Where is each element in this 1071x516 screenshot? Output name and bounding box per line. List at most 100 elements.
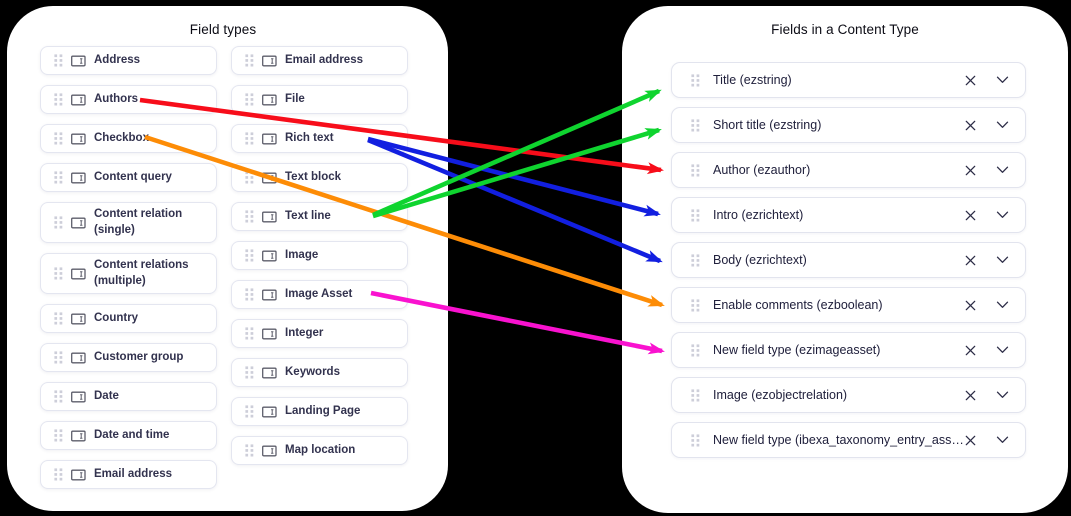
drag-handle-icon[interactable]	[691, 208, 700, 222]
field-input-icon	[71, 55, 86, 67]
content-type-field-row[interactable]: Body (ezrichtext)	[671, 242, 1026, 278]
drag-handle-icon[interactable]	[245, 249, 254, 262]
field-type-label: Content relations (multiple)	[94, 259, 189, 287]
chevron-down-icon[interactable]	[996, 391, 1009, 399]
drag-handle-icon[interactable]	[245, 405, 254, 418]
drag-handle-icon[interactable]	[54, 267, 63, 280]
close-icon[interactable]	[964, 344, 977, 357]
field-type-item[interactable]: Rich text	[231, 124, 408, 153]
field-type-item[interactable]: Keywords	[231, 358, 408, 387]
field-type-label: Address	[94, 53, 141, 66]
content-type-field-row[interactable]: New field type (ibexa_taxonomy_entry_ass…	[671, 422, 1026, 458]
drag-handle-icon[interactable]	[691, 298, 700, 312]
chevron-down-icon[interactable]	[996, 436, 1009, 444]
field-type-item[interactable]: Authors	[40, 85, 217, 114]
content-type-field-row[interactable]: Title (ezstring)	[671, 62, 1026, 98]
drag-handle-icon[interactable]	[245, 327, 254, 340]
drag-handle-icon[interactable]	[691, 253, 700, 267]
field-type-item[interactable]: Image	[231, 241, 408, 270]
content-type-field-row[interactable]: Short title (ezstring)	[671, 107, 1026, 143]
chevron-down-icon[interactable]	[996, 121, 1009, 129]
drag-handle-icon[interactable]	[54, 429, 63, 442]
close-icon[interactable]	[964, 209, 977, 222]
content-type-field-row[interactable]: Author (ezauthor)	[671, 152, 1026, 188]
content-type-field-list: Title (ezstring) Short title (ezstring) Au…	[671, 62, 1026, 458]
field-type-item[interactable]: Date and time	[40, 421, 217, 451]
field-type-label: Map location	[285, 443, 356, 456]
field-type-item[interactable]: Image Asset	[231, 280, 408, 309]
field-input-icon	[262, 55, 277, 67]
field-type-item[interactable]: Map location	[231, 436, 408, 465]
close-icon[interactable]	[964, 74, 977, 87]
close-icon[interactable]	[964, 254, 977, 267]
close-icon[interactable]	[964, 164, 977, 177]
field-type-item[interactable]: Country	[40, 304, 217, 334]
drag-handle-icon[interactable]	[54, 351, 63, 364]
drag-handle-icon[interactable]	[245, 210, 254, 223]
field-type-item[interactable]: Email address	[40, 460, 217, 490]
field-type-item[interactable]: Text block	[231, 163, 408, 192]
field-type-label: Date and time	[94, 428, 170, 441]
drag-handle-icon[interactable]	[691, 118, 700, 132]
field-input-icon	[71, 268, 86, 280]
field-type-item[interactable]: Content relations (multiple)	[40, 253, 217, 295]
field-type-item[interactable]: Text line	[231, 202, 408, 231]
drag-handle-icon[interactable]	[245, 171, 254, 184]
field-type-item[interactable]: Landing Page	[231, 397, 408, 426]
field-type-item[interactable]: Content query	[40, 163, 217, 192]
field-input-icon	[71, 391, 86, 403]
content-type-field-row[interactable]: Image (ezobjectrelation)	[671, 377, 1026, 413]
drag-handle-icon[interactable]	[54, 93, 63, 106]
field-type-item[interactable]: Address	[40, 46, 217, 75]
drag-handle-icon[interactable]	[691, 388, 700, 402]
content-type-field-row[interactable]: Enable comments (ezboolean)	[671, 287, 1026, 323]
drag-handle-icon[interactable]	[245, 132, 254, 145]
field-input-icon	[262, 211, 277, 223]
drag-handle-icon[interactable]	[54, 312, 63, 325]
field-type-item[interactable]: File	[231, 85, 408, 114]
chevron-down-icon[interactable]	[996, 166, 1009, 174]
drag-handle-icon[interactable]	[54, 54, 63, 67]
content-type-field-label: Short title (ezstring)	[713, 118, 822, 132]
field-input-icon	[71, 352, 86, 364]
field-type-item[interactable]: Content relation (single)	[40, 202, 217, 244]
field-input-icon	[262, 367, 277, 379]
chevron-down-icon[interactable]	[996, 346, 1009, 354]
drag-handle-icon[interactable]	[245, 288, 254, 301]
field-type-label: Email address	[94, 467, 172, 480]
content-type-field-label: Body (ezrichtext)	[713, 253, 807, 267]
drag-handle-icon[interactable]	[245, 54, 254, 67]
close-icon[interactable]	[964, 299, 977, 312]
drag-handle-icon[interactable]	[54, 132, 63, 145]
field-type-item[interactable]: Email address	[231, 46, 408, 75]
drag-handle-icon[interactable]	[54, 171, 63, 184]
close-icon[interactable]	[964, 434, 977, 447]
chevron-down-icon[interactable]	[996, 76, 1009, 84]
close-icon[interactable]	[964, 119, 977, 132]
content-type-panel-title: Fields in a Content Type	[771, 22, 919, 37]
field-input-icon	[71, 469, 86, 481]
drag-handle-icon[interactable]	[54, 468, 63, 481]
drag-handle-icon[interactable]	[691, 73, 700, 87]
field-type-item[interactable]: Integer	[231, 319, 408, 348]
drag-handle-icon[interactable]	[245, 444, 254, 457]
chevron-down-icon[interactable]	[996, 211, 1009, 219]
drag-handle-icon[interactable]	[54, 390, 63, 403]
drag-handle-icon[interactable]	[691, 343, 700, 357]
drag-handle-icon[interactable]	[245, 93, 254, 106]
field-type-item[interactable]: Date	[40, 382, 217, 412]
field-input-icon	[71, 133, 86, 145]
close-icon[interactable]	[964, 389, 977, 402]
drag-handle-icon[interactable]	[691, 163, 700, 177]
drag-handle-icon[interactable]	[54, 216, 63, 229]
field-type-item[interactable]: Customer group	[40, 343, 217, 373]
drag-handle-icon[interactable]	[245, 366, 254, 379]
field-type-label: Email address	[285, 53, 363, 66]
field-type-item[interactable]: Checkbox	[40, 124, 217, 153]
content-type-field-row[interactable]: New field type (ezimageasset)	[671, 332, 1026, 368]
field-input-icon	[71, 217, 86, 229]
chevron-down-icon[interactable]	[996, 256, 1009, 264]
content-type-field-row[interactable]: Intro (ezrichtext)	[671, 197, 1026, 233]
chevron-down-icon[interactable]	[996, 301, 1009, 309]
drag-handle-icon[interactable]	[691, 433, 700, 447]
